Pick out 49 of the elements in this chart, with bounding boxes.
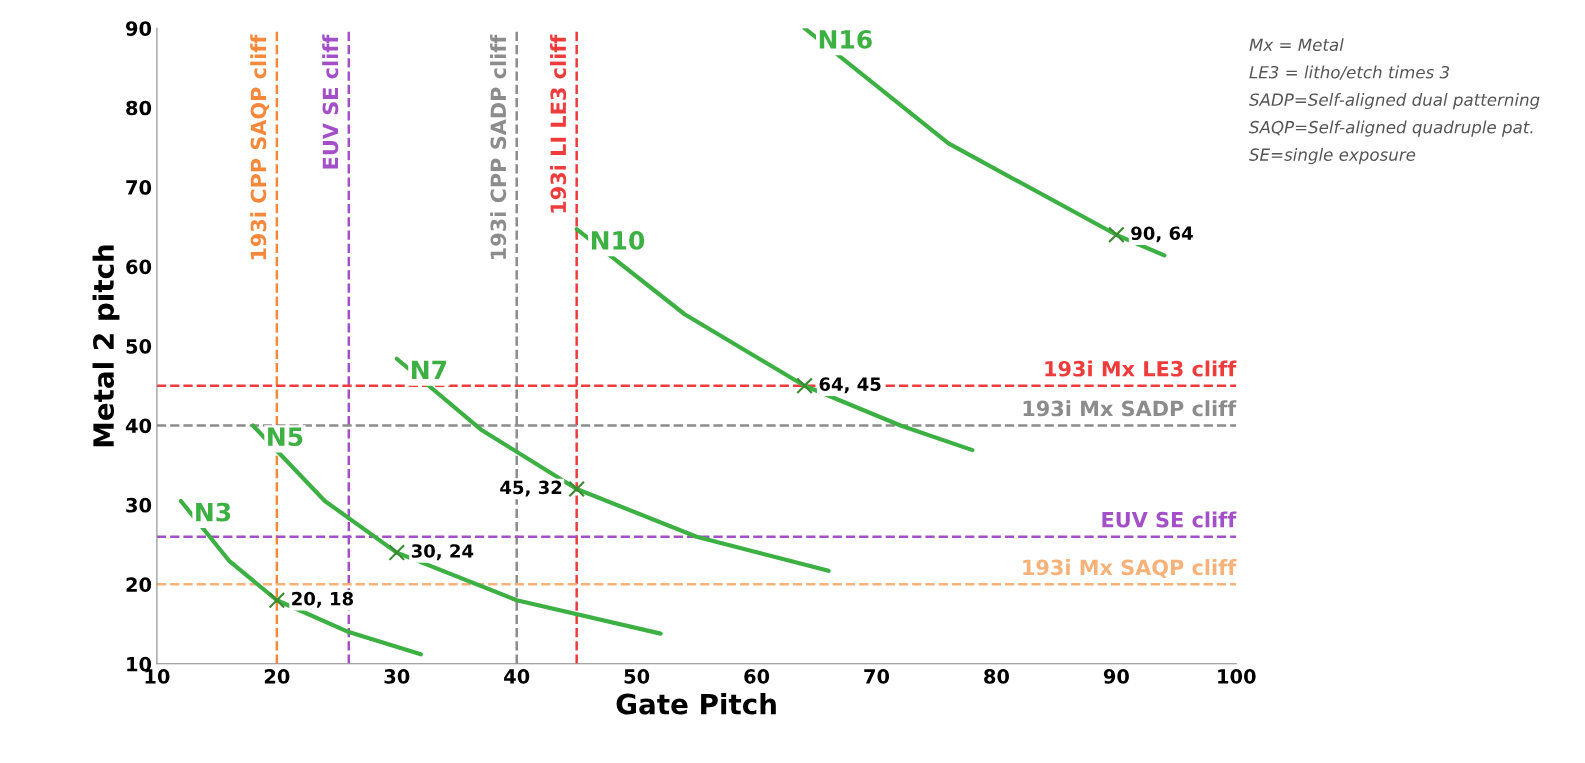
x-tick-label: 90 <box>1103 669 1129 684</box>
y-tick-label: 70 <box>126 180 152 195</box>
ref-line-label: EUV SE cliff <box>1102 511 1237 528</box>
ref-line-label: EUV SE cliff <box>322 34 339 169</box>
line-series <box>250 423 663 636</box>
y-tick-label: 20 <box>126 577 152 593</box>
point <box>268 591 286 609</box>
y-tick-label: 60 <box>126 259 152 275</box>
point <box>568 480 585 498</box>
series-label: N3 <box>196 502 231 522</box>
x-tick-label: 100 <box>1218 669 1256 684</box>
x-tick-label: 40 <box>504 669 530 684</box>
point <box>1108 226 1125 244</box>
data-label: 64, 45 <box>819 377 881 394</box>
ref-line-label: 193i Mx SAQP cliff <box>1023 559 1237 578</box>
point <box>388 544 406 561</box>
ref-line-label: 193i Mx SADP cliff <box>1023 400 1237 417</box>
x-tick-label: 50 <box>624 669 650 684</box>
y-tick-label: 90 <box>126 21 152 36</box>
ref-line-label: 193i LI LE3 cliff <box>550 34 567 213</box>
data-label: 45, 32 <box>500 480 562 497</box>
data-label: 90, 64 <box>1131 226 1193 243</box>
x-tick-label: 20 <box>264 669 290 684</box>
point <box>796 377 813 395</box>
y-tick-label: 30 <box>126 497 152 513</box>
y-tick-label: 40 <box>125 418 152 434</box>
ref-line-label: 193i CPP SAQP cliff <box>250 34 270 260</box>
x-tick-label: 70 <box>864 669 890 684</box>
series-label: N10 <box>591 230 645 250</box>
y-tick-label: 50 <box>126 338 152 354</box>
x-tick-label: 80 <box>984 669 1010 684</box>
ref-line-label: 193i CPP SADP cliff <box>490 34 507 259</box>
text: Mx = Metal <box>1249 38 1344 52</box>
y-axis-title: Metal 2 pitch <box>92 245 120 447</box>
text: SADP=Self-aligned dual patterning <box>1249 93 1540 110</box>
data-label: 30, 24 <box>411 544 474 561</box>
series-label: N16 <box>819 29 872 49</box>
text: SE=single exposure <box>1249 148 1416 165</box>
series-label: N7 <box>412 360 447 379</box>
x-tick-label: 60 <box>744 669 770 684</box>
series-label: N5 <box>268 427 303 447</box>
y-tick-label: 80 <box>126 100 152 116</box>
data-label: 20, 18 <box>292 591 354 608</box>
x-axis-title: Gate Pitch <box>616 693 776 715</box>
x-tick-label: 30 <box>384 669 410 684</box>
text: LE3 = litho/etch times 3 <box>1249 65 1450 80</box>
text: SAQP=Self-aligned quadruple pat. <box>1249 120 1533 137</box>
line-series <box>574 227 975 453</box>
ref-line-label: 193i Mx LE3 cliff <box>1045 360 1237 377</box>
